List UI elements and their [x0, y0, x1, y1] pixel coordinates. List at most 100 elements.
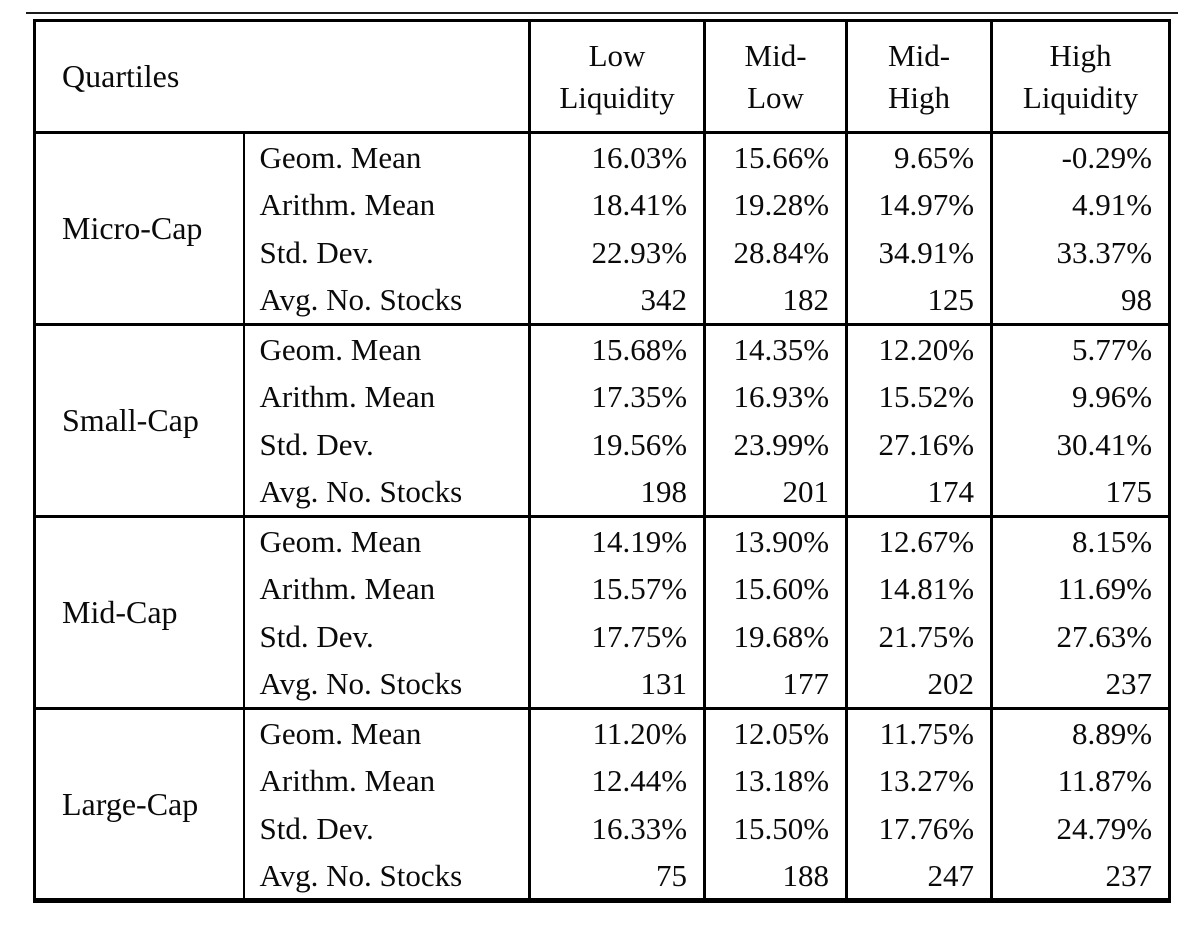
value-cell: 12.05%	[703, 707, 847, 757]
value-cell: 4.91%	[990, 180, 1170, 229]
table-row: Avg. No. Stocks 342 182 125 98	[35, 276, 1170, 325]
value-cell: 16.33%	[528, 804, 705, 853]
value-cell: 15.66%	[703, 131, 847, 181]
value-cell: 24.79%	[990, 804, 1170, 853]
value-cell: 15.68%	[528, 323, 705, 373]
stat-label: Std. Dev.	[242, 612, 530, 661]
value-cell: 15.50%	[703, 804, 847, 853]
value-cell: 23.99%	[703, 420, 847, 469]
value-cell: 14.35%	[703, 323, 847, 373]
value-cell: 14.81%	[845, 564, 992, 613]
value-cell: 175	[990, 468, 1170, 517]
value-cell: 33.37%	[990, 228, 1170, 277]
value-cell: 12.67%	[845, 515, 992, 565]
value-cell: 174	[845, 468, 992, 517]
header-row: Quartiles Low Liquidity Mid- Low Mid- Hi…	[34, 20, 1170, 133]
cap-group-label-large-cap: Large-Cap	[34, 707, 244, 901]
value-cell: 19.68%	[703, 612, 847, 661]
value-cell: 11.20%	[528, 707, 705, 757]
stat-label: Avg. No. Stocks	[242, 468, 530, 517]
stat-label: Avg. No. Stocks	[242, 660, 530, 709]
table-row: Arithm. Mean 18.41% 19.28% 14.97% 4.91%	[35, 180, 1170, 229]
value-cell: 237	[990, 852, 1170, 901]
top-rule-divider	[26, 12, 1178, 14]
table-row: Avg. No. Stocks 198 201 174 175	[35, 468, 1170, 517]
value-cell: 12.44%	[528, 756, 705, 805]
value-cell: 11.75%	[845, 707, 992, 757]
cap-group-label-small-cap: Small-Cap	[34, 323, 244, 517]
table-row: Avg. No. Stocks 75 188 247 237	[35, 852, 1170, 901]
stat-label: Avg. No. Stocks	[242, 852, 530, 901]
value-cell: 8.89%	[990, 707, 1170, 757]
value-cell: 198	[528, 468, 705, 517]
value-cell: 19.56%	[528, 420, 705, 469]
value-cell: 21.75%	[845, 612, 992, 661]
value-cell: 11.87%	[990, 756, 1170, 805]
value-cell: 27.16%	[845, 420, 992, 469]
stat-label: Geom. Mean	[242, 131, 530, 181]
value-cell: 131	[528, 660, 705, 709]
value-cell: -0.29%	[990, 131, 1170, 181]
value-cell: 18.41%	[528, 180, 705, 229]
table-row: Arithm. Mean 15.57% 15.60% 14.81% 11.69%	[35, 564, 1170, 613]
value-cell: 17.35%	[528, 372, 705, 421]
table-row: Mid-Cap Geom. Mean 14.19% 13.90% 12.67% …	[34, 515, 1170, 709]
stat-label: Std. Dev.	[242, 420, 530, 469]
stat-label: Arithm. Mean	[242, 180, 530, 229]
value-cell: 22.93%	[528, 228, 705, 277]
table-row: Std. Dev. 16.33% 15.50% 17.76% 24.79%	[35, 804, 1170, 853]
stat-label: Geom. Mean	[242, 707, 530, 757]
value-cell: 13.90%	[703, 515, 847, 565]
stat-label: Geom. Mean	[242, 515, 530, 565]
value-cell: 8.15%	[990, 515, 1170, 565]
value-cell: 342	[528, 276, 705, 325]
quartiles-header: Quartiles	[62, 58, 180, 95]
table-row: Arithm. Mean 17.35% 16.93% 15.52% 9.96%	[35, 372, 1170, 421]
value-cell: 14.19%	[528, 515, 705, 565]
table-row: Std. Dev. 22.93% 28.84% 34.91% 33.37%	[35, 228, 1170, 277]
value-cell: 15.57%	[528, 564, 705, 613]
value-cell: 9.96%	[990, 372, 1170, 421]
table-row: Std. Dev. 17.75% 19.68% 21.75% 27.63%	[35, 612, 1170, 661]
value-cell: 17.76%	[845, 804, 992, 853]
stat-label: Avg. No. Stocks	[242, 276, 530, 325]
stat-label: Std. Dev.	[242, 228, 530, 277]
table-row: Small-Cap Geom. Mean 15.68% 14.35% 12.20…	[34, 323, 1170, 517]
table-row: Arithm. Mean 12.44% 13.18% 13.27% 11.87%	[35, 756, 1170, 805]
cap-group-label-micro-cap: Micro-Cap	[34, 131, 244, 325]
value-cell: 13.27%	[845, 756, 992, 805]
value-cell: 12.20%	[845, 323, 992, 373]
stat-label: Arithm. Mean	[242, 372, 530, 421]
column-header-mid-low: Mid- Low	[703, 20, 847, 133]
value-cell: 5.77%	[990, 323, 1170, 373]
table-row: Large-Cap Geom. Mean 11.20% 12.05% 11.75…	[34, 707, 1170, 901]
table-row: Micro-Cap Geom. Mean 16.03% 15.66% 9.65%…	[34, 131, 1170, 325]
value-cell: 9.65%	[845, 131, 992, 181]
column-header-mid-high: Mid- High	[845, 20, 992, 133]
cap-group-label-mid-cap: Mid-Cap	[34, 515, 244, 709]
value-cell: 177	[703, 660, 847, 709]
value-cell: 15.52%	[845, 372, 992, 421]
value-cell: 14.97%	[845, 180, 992, 229]
value-cell: 11.69%	[990, 564, 1170, 613]
table-row: Avg. No. Stocks 131 177 202 237	[35, 660, 1170, 709]
table-row: Std. Dev. 19.56% 23.99% 27.16% 30.41%	[35, 420, 1170, 469]
value-cell: 30.41%	[990, 420, 1170, 469]
value-cell: 237	[990, 660, 1170, 709]
value-cell: 17.75%	[528, 612, 705, 661]
column-header-high-liquidity: High Liquidity	[990, 20, 1170, 133]
stat-label: Arithm. Mean	[242, 564, 530, 613]
column-header-low-liquidity: Low Liquidity	[528, 20, 705, 133]
value-cell: 13.18%	[703, 756, 847, 805]
stat-label: Arithm. Mean	[242, 756, 530, 805]
value-cell: 27.63%	[990, 612, 1170, 661]
value-cell: 182	[703, 276, 847, 325]
value-cell: 19.28%	[703, 180, 847, 229]
value-cell: 201	[703, 468, 847, 517]
value-cell: 75	[528, 852, 705, 901]
value-cell: 16.93%	[703, 372, 847, 421]
value-cell: 15.60%	[703, 564, 847, 613]
stat-label: Geom. Mean	[242, 323, 530, 373]
value-cell: 202	[845, 660, 992, 709]
